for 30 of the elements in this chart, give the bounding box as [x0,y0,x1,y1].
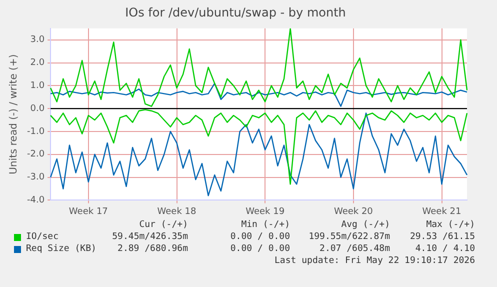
text: 2.89 /680.96m [118,244,188,254]
y-tick-label: 2.0 [30,58,45,68]
y-tick-label: -4.0 [27,196,45,206]
legend-label: Req Size (KB) [26,244,96,254]
text: 2.07 /605.48m [320,244,390,254]
text: Min (-/+) [241,220,290,230]
text: 29.53 /61.15 [410,232,475,242]
y-tick-label: 1.0 [30,81,45,92]
text: Avg (-/+) [341,220,390,230]
text: Max (-/+) [426,220,475,230]
text: 4.10 / 4.10 [415,244,475,254]
text: 0.00 / 0.00 [230,244,290,254]
text: 199.55m/622.87m [308,232,390,242]
x-tick-label: Week 18 [157,206,197,217]
legend-label: IO/sec [26,232,59,242]
text: 59.45m/426.35m [112,232,188,242]
text: Cur (-/+) [139,220,188,230]
y-tick-label: -2.0 [27,150,45,160]
y-tick-label: 0.0 [30,104,45,114]
chart-title: IOs for /dev/ubuntu/swap - by month [125,5,346,20]
y-tick-label: -3.0 [27,172,45,183]
y-tick-label: 3.0 [30,35,45,46]
text: Last update: Fri May 22 19:10:17 2026 [274,256,475,266]
x-tick-label: Week 19 [246,206,285,217]
x-tick-label: Week 20 [334,206,374,217]
text: 0.00 / 0.00 [230,232,290,242]
x-tick-label: Week 21 [422,206,462,217]
x-tick-label: Week 17 [68,206,108,217]
y-axis-title: Units read (-) / write (+) [8,54,20,174]
y-tick-label: -1.0 [27,126,45,137]
